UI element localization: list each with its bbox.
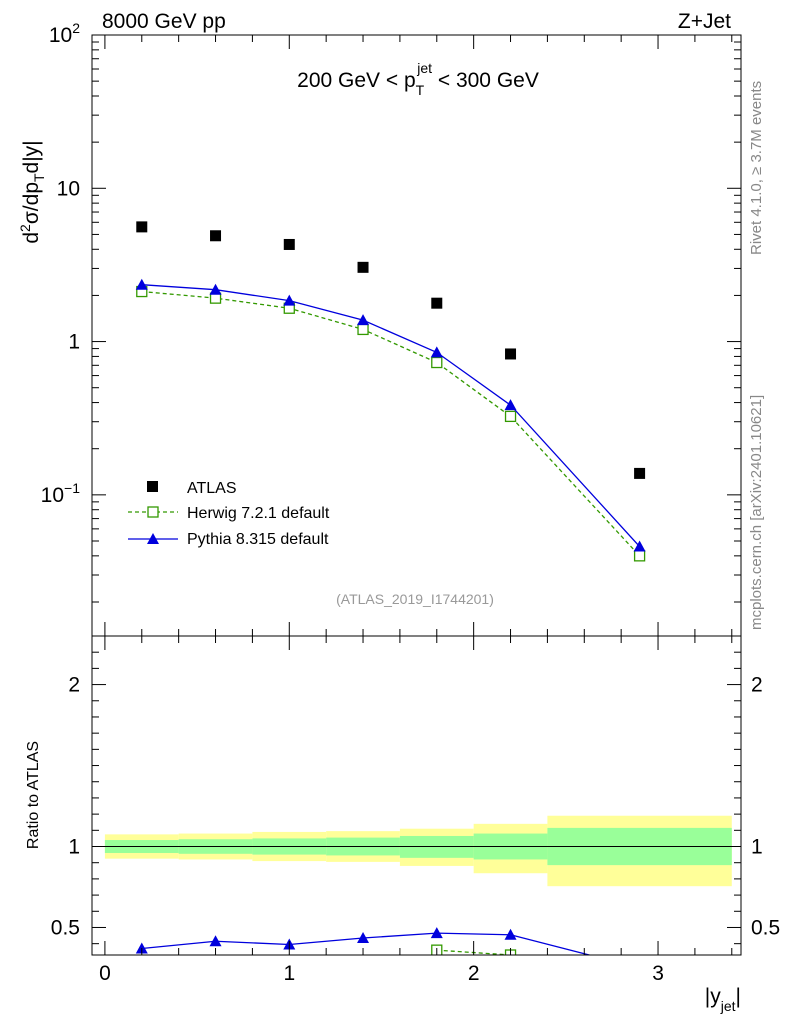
main-pythia-point bbox=[135, 278, 148, 290]
ratio-y-tick-label-right: 0.5 bbox=[751, 916, 780, 939]
x-tick-label: 1 bbox=[283, 962, 295, 985]
main-pythia-point bbox=[357, 314, 370, 326]
mcplots-source-label: mcplots.cern.ch [arXiv:2401.10621] bbox=[748, 395, 765, 630]
legend-pythia-marker bbox=[147, 533, 159, 544]
x-axis-label: |yjet| bbox=[705, 985, 741, 1014]
main-y-axis-label: d2σ/dpTd|y| bbox=[17, 140, 47, 243]
main-atlas-point bbox=[505, 348, 517, 360]
main-pythia-point bbox=[283, 294, 296, 306]
ratio-plot-frame bbox=[91, 635, 742, 956]
legend-herwig-marker bbox=[147, 506, 159, 518]
legend-atlas-label: ATLAS bbox=[187, 480, 237, 497]
main-title-suffix: < 300 GeV bbox=[432, 69, 539, 92]
main-pythia-point bbox=[504, 399, 517, 411]
x-tick-label: 2 bbox=[468, 962, 480, 985]
main-herwig-point bbox=[357, 323, 369, 336]
main-axis-ticks bbox=[92, 35, 741, 636]
main-atlas-point bbox=[357, 261, 369, 273]
analysis-reference-label: (ATLAS_2019_I1744201) bbox=[336, 591, 494, 607]
main-herwig-point bbox=[504, 410, 517, 423]
main-atlas-point bbox=[136, 221, 148, 233]
ratio-y-tick-label-left: 2 bbox=[68, 674, 80, 697]
ratio-y-tick-label-right: 2 bbox=[751, 674, 763, 697]
main-y-tick-label: 1 bbox=[68, 331, 80, 354]
x-tick-label: 3 bbox=[652, 962, 664, 985]
ratio-panel: 0.5 0.5 1 1 2 2 0 1 2 3 Ratio to ATLAS |yjet| bbox=[25, 635, 780, 1014]
main-title-sup: jet bbox=[416, 60, 432, 76]
main-y-tick-labels: 10−1 1 10 102 bbox=[41, 20, 81, 507]
main-y-tick-label: 10−1 bbox=[41, 480, 81, 507]
ratio-pythia-point bbox=[209, 935, 222, 947]
ratio-series bbox=[135, 927, 646, 973]
x-tick-label: 0 bbox=[99, 962, 111, 985]
header-process-label: Z+Jet bbox=[678, 10, 731, 33]
main-title: 200 GeV < pTjet < 300 GeV bbox=[297, 60, 539, 98]
rivet-version-label: Rivet 4.1.0, ≥ 3.7M events bbox=[748, 81, 765, 255]
header-collision-label: 8000 GeV pp bbox=[102, 10, 226, 33]
ratio-y-tick-label-left: 1 bbox=[68, 836, 80, 859]
main-herwig-point bbox=[633, 550, 646, 562]
main-title-sub: T bbox=[416, 82, 425, 98]
main-series bbox=[135, 221, 646, 562]
main-atlas-point bbox=[210, 230, 222, 242]
legend-atlas-marker bbox=[147, 481, 158, 492]
ratio-pythia-point bbox=[357, 931, 370, 943]
legend: ATLAS Herwig 7.2.1 default Pythia 8.315 … bbox=[128, 480, 330, 548]
main-pythia-point bbox=[430, 346, 443, 358]
main-herwig-point bbox=[431, 356, 443, 369]
main-atlas-point bbox=[634, 467, 646, 479]
main-atlas-point bbox=[431, 297, 443, 309]
main-pythia-point bbox=[633, 540, 646, 552]
main-atlas-point bbox=[283, 238, 295, 250]
ratio-tick-labels: 0.5 0.5 1 1 2 2 0 1 2 3 bbox=[51, 674, 780, 985]
ratio-axis-ticks bbox=[92, 636, 741, 955]
ratio-pythia-point bbox=[504, 928, 517, 940]
legend-pythia-label: Pythia 8.315 default bbox=[187, 531, 329, 548]
main-title-prefix: 200 GeV < p bbox=[297, 69, 416, 92]
main-pythia-point bbox=[209, 283, 222, 295]
main-y-tick-label: 102 bbox=[49, 20, 80, 47]
ratio-y-tick-label-right: 1 bbox=[751, 836, 763, 859]
ratio-y-axis-label: Ratio to ATLAS bbox=[25, 741, 42, 849]
ratio-uncertainty-bands bbox=[104, 815, 732, 887]
main-panel: 10−1 1 10 102 200 GeV < pTjet < 300 GeV d2σ… bbox=[17, 20, 742, 637]
legend-herwig-label: Herwig 7.2.1 default bbox=[187, 505, 330, 522]
ratio-y-tick-label-left: 0.5 bbox=[51, 916, 80, 939]
ratio-pythia-point bbox=[634, 962, 646, 973]
main-y-tick-label: 10 bbox=[57, 177, 80, 200]
ratio-pythia-point bbox=[430, 927, 443, 939]
